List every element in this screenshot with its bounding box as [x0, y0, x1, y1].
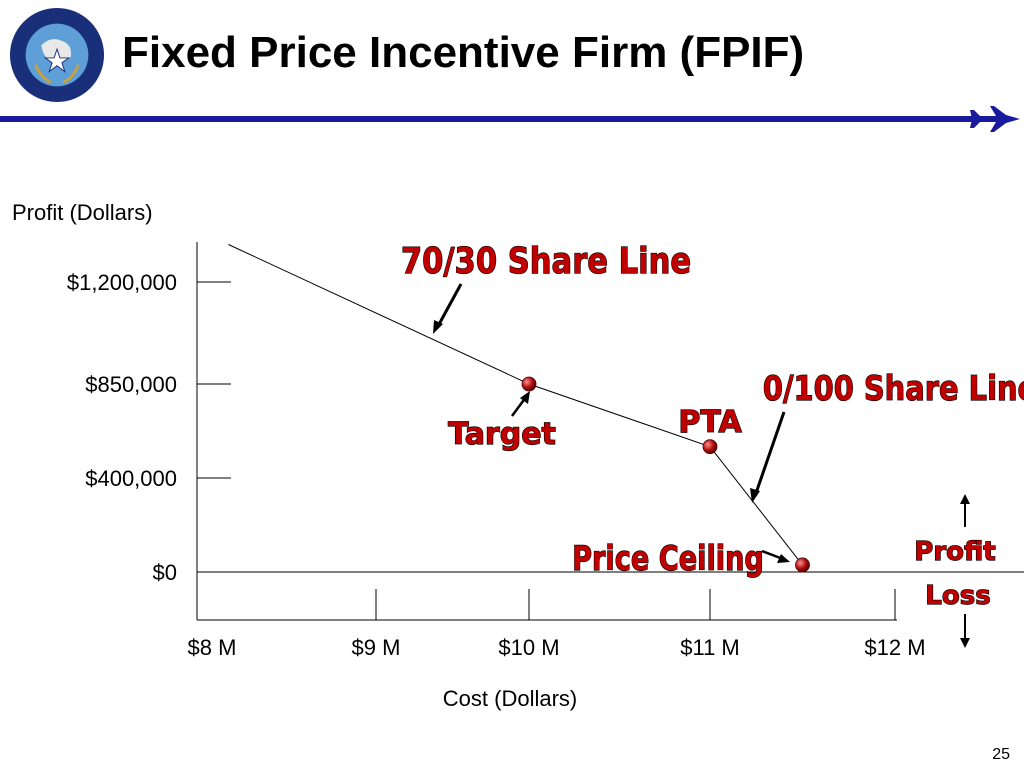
x-tick-label: $8 M [188, 635, 237, 660]
share-line-0-100-label: 0/100 Share Line [763, 370, 1024, 409]
y-tick-label: $1,200,000 [67, 270, 177, 295]
share-line-70-30-label: 70/30 Share Line [401, 240, 691, 282]
x-axis-label: Cost (Dollars) [443, 686, 577, 711]
price-ceiling-arrowhead [777, 554, 790, 563]
y-axis-label: Profit (Dollars) [12, 200, 153, 225]
y-tick-label: $0 [153, 560, 177, 585]
slide-title: Fixed Price Incentive Firm (FPIF) [122, 28, 805, 77]
y-tick-label: $400,000 [85, 466, 177, 491]
x-tick-label: $9 M [352, 635, 401, 660]
title-rule [0, 106, 1020, 132]
y-tick-label: $850,000 [85, 372, 177, 397]
loss-down-arrowhead [960, 638, 970, 648]
rule-line [0, 116, 980, 122]
target-label: Target [448, 417, 556, 452]
x-tick-label: $10 M [498, 635, 559, 660]
jet-icon [968, 106, 1020, 132]
profit-label: Profit [914, 537, 995, 567]
page-number: 25 [992, 746, 1010, 763]
logo-star-icon [43, 47, 71, 73]
logo-laurel-icon [34, 64, 80, 84]
x-tick-label: $11 M [680, 635, 740, 660]
share-line-0-100-arrow [753, 411, 786, 497]
chart-axes [196, 242, 1024, 621]
profit-up-arrowhead [960, 494, 970, 504]
share-line-0-100-arrowhead [750, 488, 760, 503]
pta-label: PTA [678, 405, 742, 440]
share-line-70-30-arrow [435, 283, 463, 329]
loss-label: Loss [925, 581, 990, 611]
afmc-contracting-logo [9, 7, 105, 103]
pta-point [702, 439, 718, 455]
price-ceiling-label: Price Ceiling [572, 539, 764, 579]
target-arrowhead [520, 391, 530, 404]
target-point [521, 376, 537, 392]
share-line-70-30-arrowhead [433, 320, 443, 334]
price-ceiling-point [795, 557, 810, 573]
share-line-series [228, 244, 803, 566]
x-tick-label: $12 M [864, 635, 925, 660]
